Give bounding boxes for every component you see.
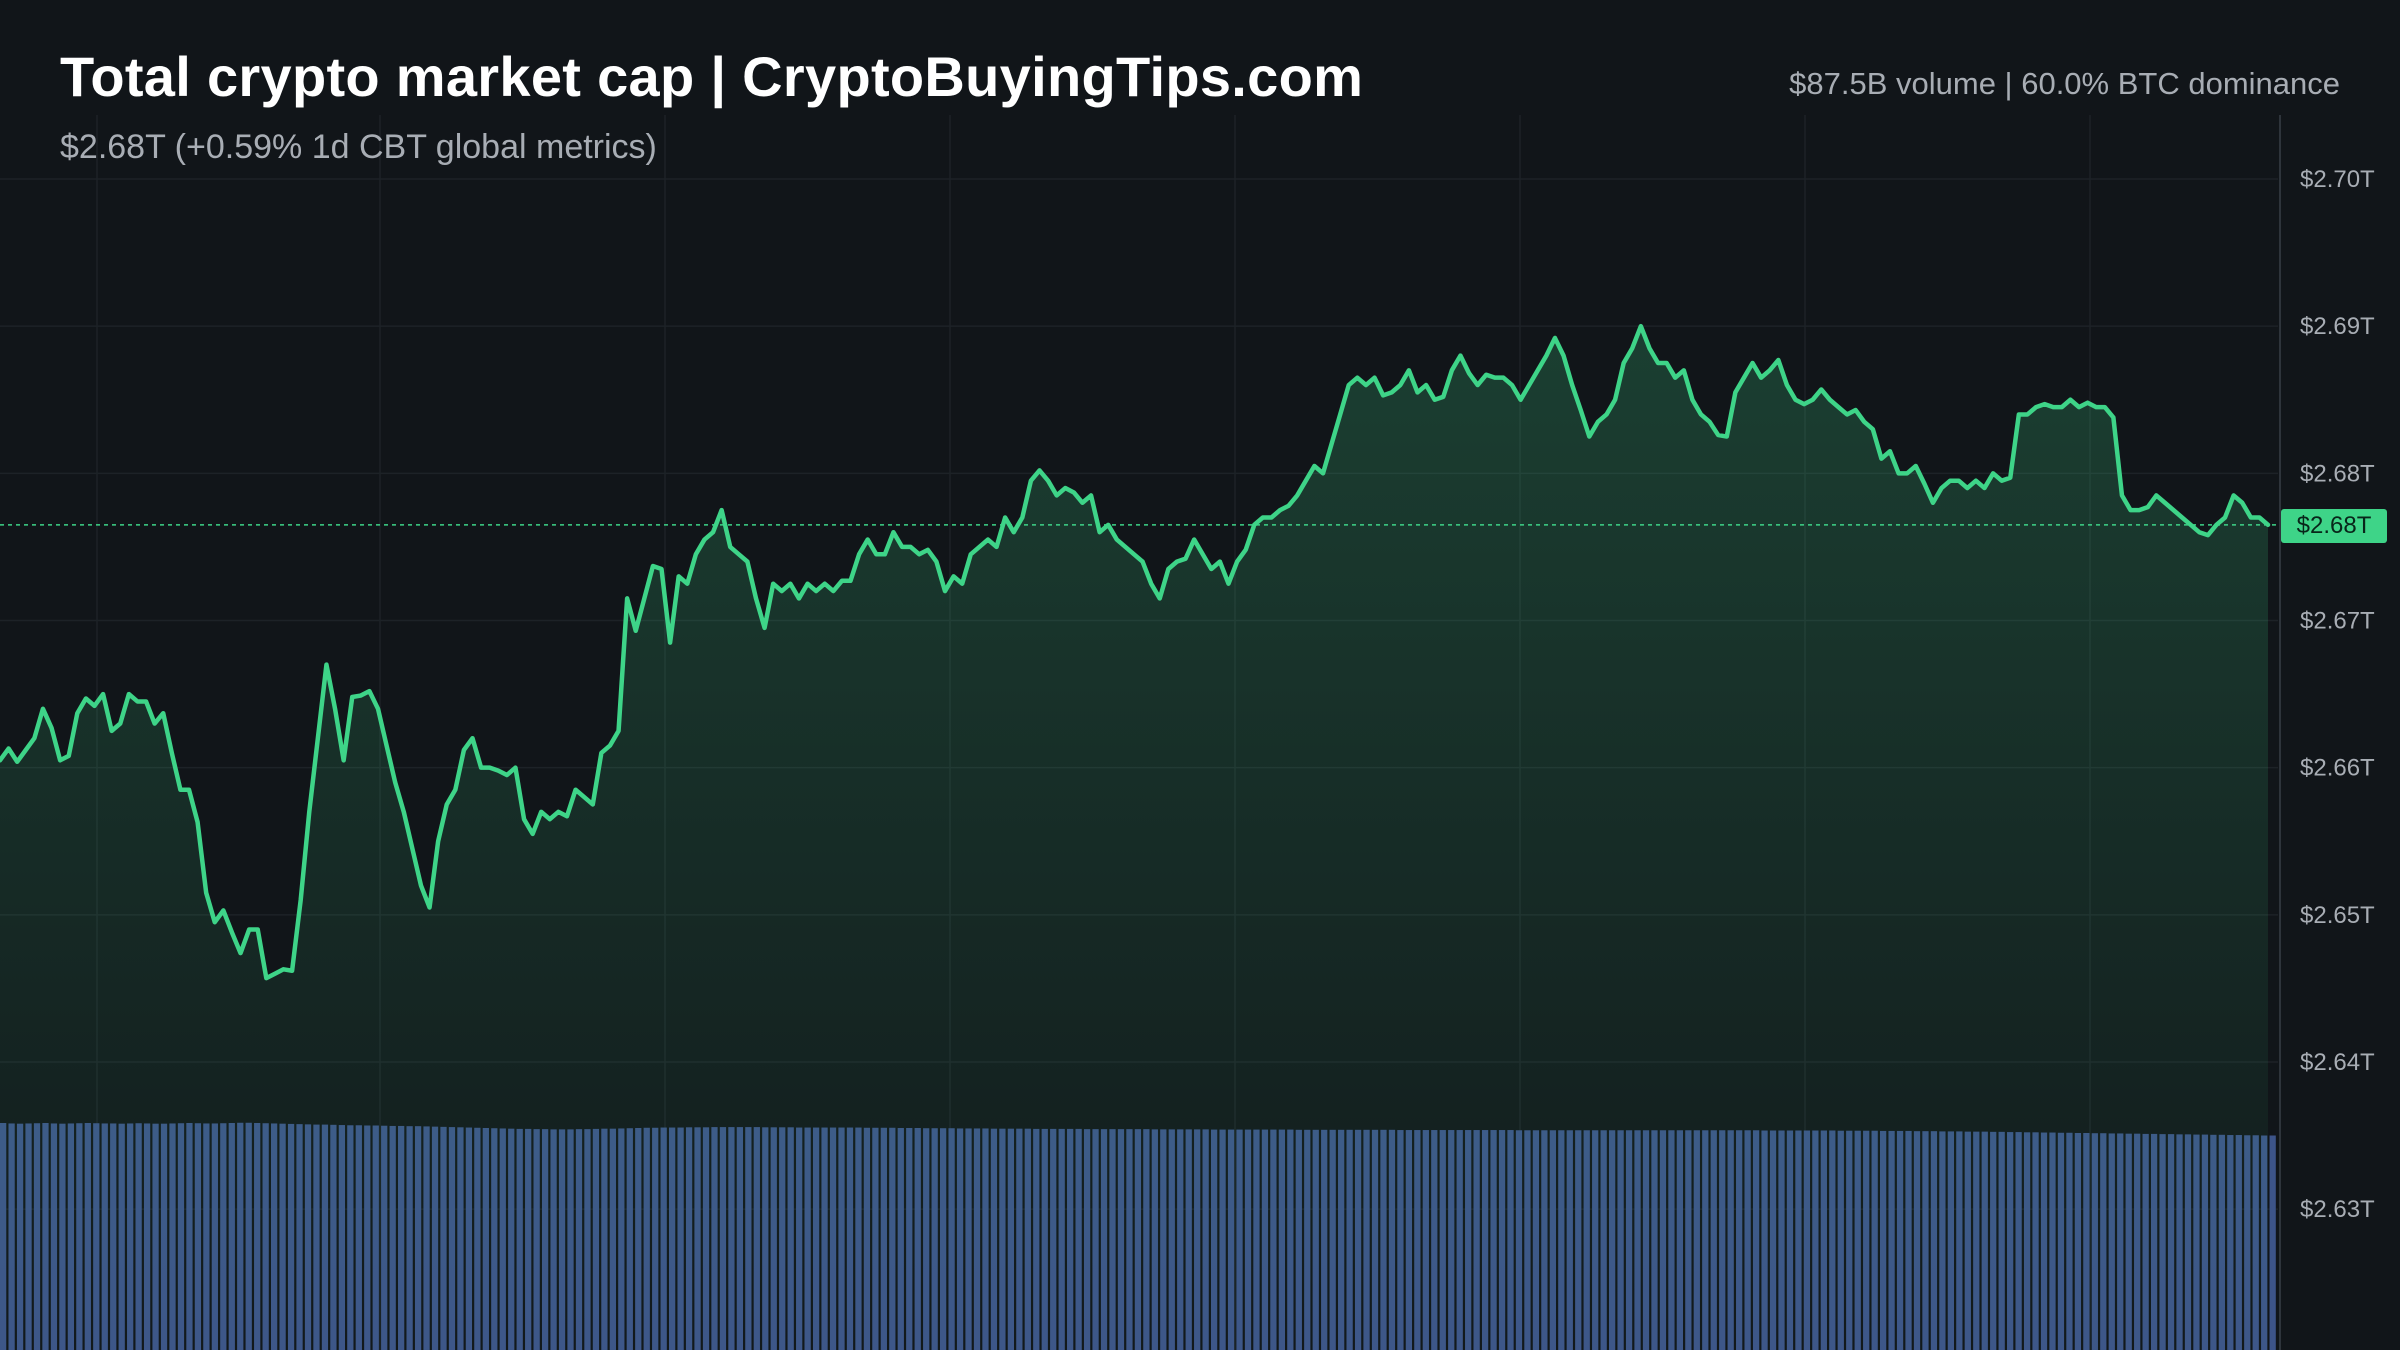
y-tick-label: $2.65T [2300,902,2375,929]
y-tick-label: $2.69T [2300,313,2375,340]
y-tick-label: $2.67T [2300,608,2375,635]
chart-subtitle: $2.68T (+0.59% 1d CBT global metrics) [60,128,657,166]
y-tick-label: $2.70T [2300,166,2375,193]
y-tick-label: $2.66T [2300,755,2375,782]
y-tick-label: $2.68T [2300,460,2375,487]
market-cap-line [0,323,2271,981]
market-cap-area [0,326,2268,1350]
current-price-tag: $2.68T [2281,509,2387,543]
market-stats: $87.5B volume | 60.0% BTC dominance [1789,66,2340,101]
price-axis: $2.70T $2.69T $2.68T $2.67T $2.66T $2.65T $2.6… [2300,166,2375,1223]
chart-title: Total crypto market cap | CryptoBuyingTi… [60,45,1364,108]
y-tick-label: $2.64T [2300,1049,2375,1076]
y-tick-label: $2.63T [2300,1196,2375,1223]
volume-bar [2269,1135,2276,1350]
